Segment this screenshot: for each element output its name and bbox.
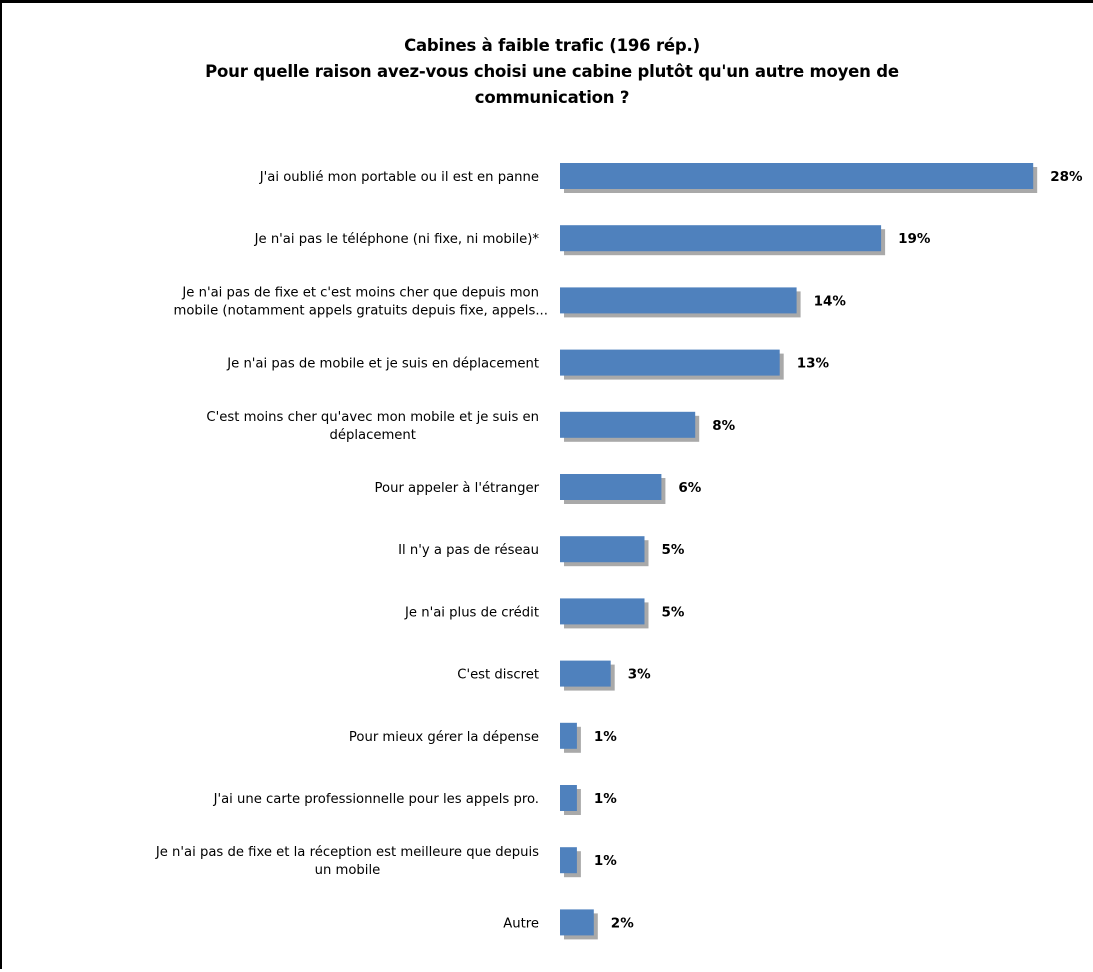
category-label-11: J'ai une carte professionnelle pour les …	[213, 792, 539, 807]
category-label-7: Il n'y a pas de réseau	[398, 542, 539, 558]
bar-3	[560, 287, 797, 313]
value-label-10: 1%	[594, 729, 617, 745]
bar-2	[560, 225, 881, 251]
category-label-6: Pour appeler à l'étranger	[375, 480, 540, 496]
category-labels-layer: J'ai oublié mon portable ou il est en pa…	[155, 169, 548, 931]
value-label-6: 6%	[678, 480, 701, 496]
category-label-13: Autre	[503, 916, 539, 931]
value-label-9: 3%	[628, 667, 651, 683]
bar-10	[560, 723, 577, 749]
value-label-5: 8%	[712, 418, 735, 434]
category-label-2: Je n'ai pas le téléphone (ni fixe, ni mo…	[254, 231, 540, 247]
category-label-3: Je n'ai pas de fixe et c'est moins cher …	[173, 285, 547, 318]
category-label-1: J'ai oublié mon portable ou il est en pa…	[259, 169, 539, 185]
bar-8	[560, 598, 645, 624]
value-label-7: 5%	[662, 542, 685, 558]
bar-chart: J'ai oublié mon portable ou il est en pa…	[2, 3, 1093, 972]
bar-4	[560, 350, 780, 376]
bar-12	[560, 847, 577, 873]
bar-9	[560, 661, 611, 687]
category-label-8: Je n'ai plus de crédit	[404, 604, 539, 620]
bar-1	[560, 163, 1033, 189]
value-label-12: 1%	[594, 853, 617, 869]
value-label-2: 19%	[898, 231, 931, 247]
bar-5	[560, 412, 695, 438]
bars-layer	[560, 163, 1037, 939]
bar-13	[560, 909, 594, 935]
category-label-9: C'est discret	[457, 668, 539, 683]
category-label-5: C'est moins cher qu'avec mon mobile et j…	[206, 410, 539, 443]
category-label-12: Je n'ai pas de fixe et la réception est …	[155, 844, 539, 878]
value-label-3: 14%	[814, 293, 847, 309]
bar-6	[560, 474, 661, 500]
value-label-4: 13%	[797, 356, 830, 372]
value-label-11: 1%	[594, 791, 617, 807]
value-labels-layer: 28% 19% 14% 13% 8% 6% 5% 5% 3% 1% 1% 1% 2%	[594, 169, 1083, 931]
category-label-10: Pour mieux gérer la dépense	[349, 729, 539, 745]
bar-11	[560, 785, 577, 811]
bar-7	[560, 536, 645, 562]
category-label-4: Je n'ai pas de mobile et je suis en dépl…	[226, 356, 539, 372]
value-label-1: 28%	[1050, 169, 1083, 185]
value-label-13: 2%	[611, 915, 634, 931]
value-label-8: 5%	[662, 604, 685, 620]
